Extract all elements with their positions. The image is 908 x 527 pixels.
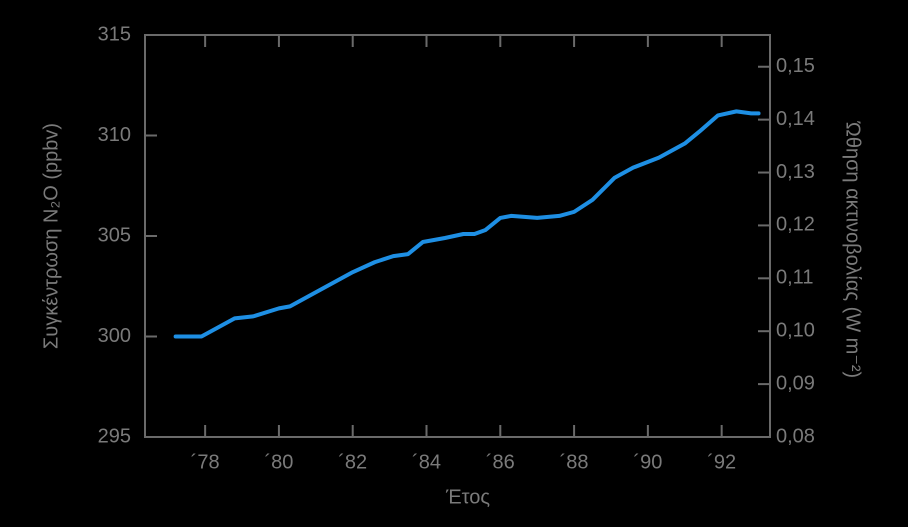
y2-tick-label: 0,13 <box>776 161 815 183</box>
x-tick-label: ´90 <box>633 451 662 473</box>
x-tick-label: ´82 <box>338 451 367 473</box>
x-tick-label: ´80 <box>264 451 293 473</box>
y2-tick-label: 0,11 <box>776 267 813 289</box>
y2-tick-label: 0,10 <box>776 319 815 341</box>
y2-tick-label: 0,09 <box>776 372 815 394</box>
y-tick-label: 300 <box>98 325 131 347</box>
x-axis-label: Έτος <box>445 486 490 508</box>
x-tick-label: ´78 <box>191 451 220 473</box>
y-axis-label: Συγκέντρωση N₂O (ppbv) <box>40 123 62 349</box>
y2-axis-label: Ώθηση ακτινοβολίας (W m⁻²) <box>842 121 864 378</box>
y-tick-label: 315 <box>98 23 131 45</box>
y2-tick-label: 0,12 <box>776 214 815 236</box>
x-tick-label: ´86 <box>486 451 515 473</box>
y2-tick-label: 0,14 <box>776 108 815 130</box>
x-tick-label: ´92 <box>707 451 736 473</box>
data-line <box>173 109 761 339</box>
y-tick-label: 310 <box>98 124 131 146</box>
y2-tick-label: 0,15 <box>776 55 815 77</box>
y-tick-label: 295 <box>98 425 131 447</box>
x-tick-label: ´88 <box>560 451 589 473</box>
y2-tick-label: 0,08 <box>776 425 815 447</box>
x-tick-label: ´84 <box>412 451 441 473</box>
y-tick-label: 305 <box>98 224 131 246</box>
